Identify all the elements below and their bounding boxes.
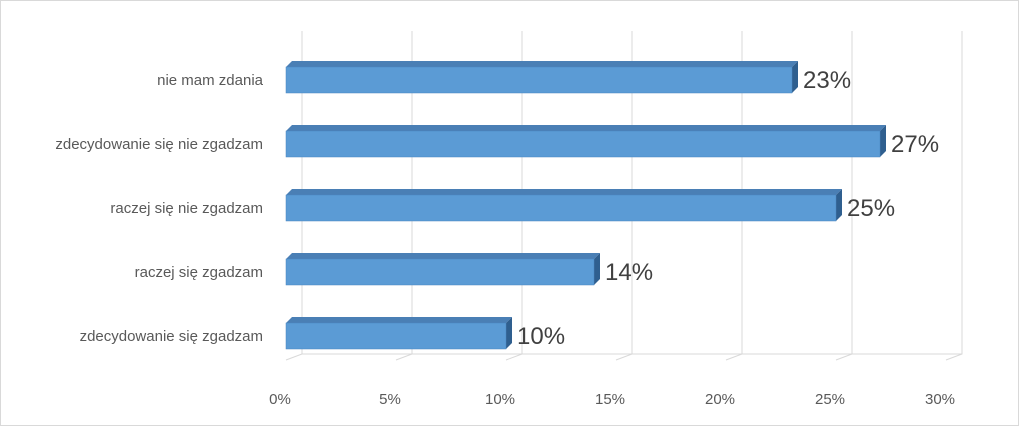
bar-top-face [286, 61, 798, 67]
data-label: 14% [605, 259, 653, 286]
x-tick-label: 30% [925, 391, 955, 408]
bar [285, 66, 793, 94]
data-label: 27% [891, 131, 939, 158]
bar-side-face [506, 317, 512, 349]
x-tick-label: 25% [815, 391, 845, 408]
bar-side-face [594, 253, 600, 285]
category-label: nie mam zdania [157, 72, 264, 89]
category-label: zdecydowanie się zgadzam [80, 328, 263, 345]
data-label: 10% [517, 323, 565, 350]
bar-top-face [286, 189, 842, 195]
bar-side-face [880, 125, 886, 157]
x-tick-label: 20% [705, 391, 735, 408]
bar [285, 322, 507, 350]
bar-side-face [836, 189, 842, 221]
data-labels: 23% 27% 25% 14% 10% [517, 67, 939, 350]
x-tick-label: 15% [595, 391, 625, 408]
x-tick-label: 5% [379, 391, 401, 408]
bar-top-face [286, 253, 600, 259]
category-label: raczej się nie zgadzam [110, 200, 263, 217]
bar-top-face [286, 317, 512, 323]
category-labels: nie mam zdania zdecydowanie się nie zgadz… [55, 72, 263, 345]
bar [285, 194, 837, 222]
bar [285, 258, 595, 286]
grid-layer [285, 31, 963, 361]
x-axis-tick-labels: 0% 5% 10% 15% 20% 25% 30% [269, 391, 955, 408]
x-tick-label: 10% [485, 391, 515, 408]
x-tick-label: 0% [269, 391, 291, 408]
bar [285, 130, 881, 158]
bars-layer [285, 61, 886, 350]
bar-side-face [792, 61, 798, 93]
bar-top-face [286, 125, 886, 131]
category-label: zdecydowanie się nie zgadzam [55, 136, 263, 153]
category-label: raczej się zgadzam [135, 264, 263, 281]
data-label: 23% [803, 67, 851, 94]
gridline [945, 31, 963, 361]
data-label: 25% [847, 195, 895, 222]
